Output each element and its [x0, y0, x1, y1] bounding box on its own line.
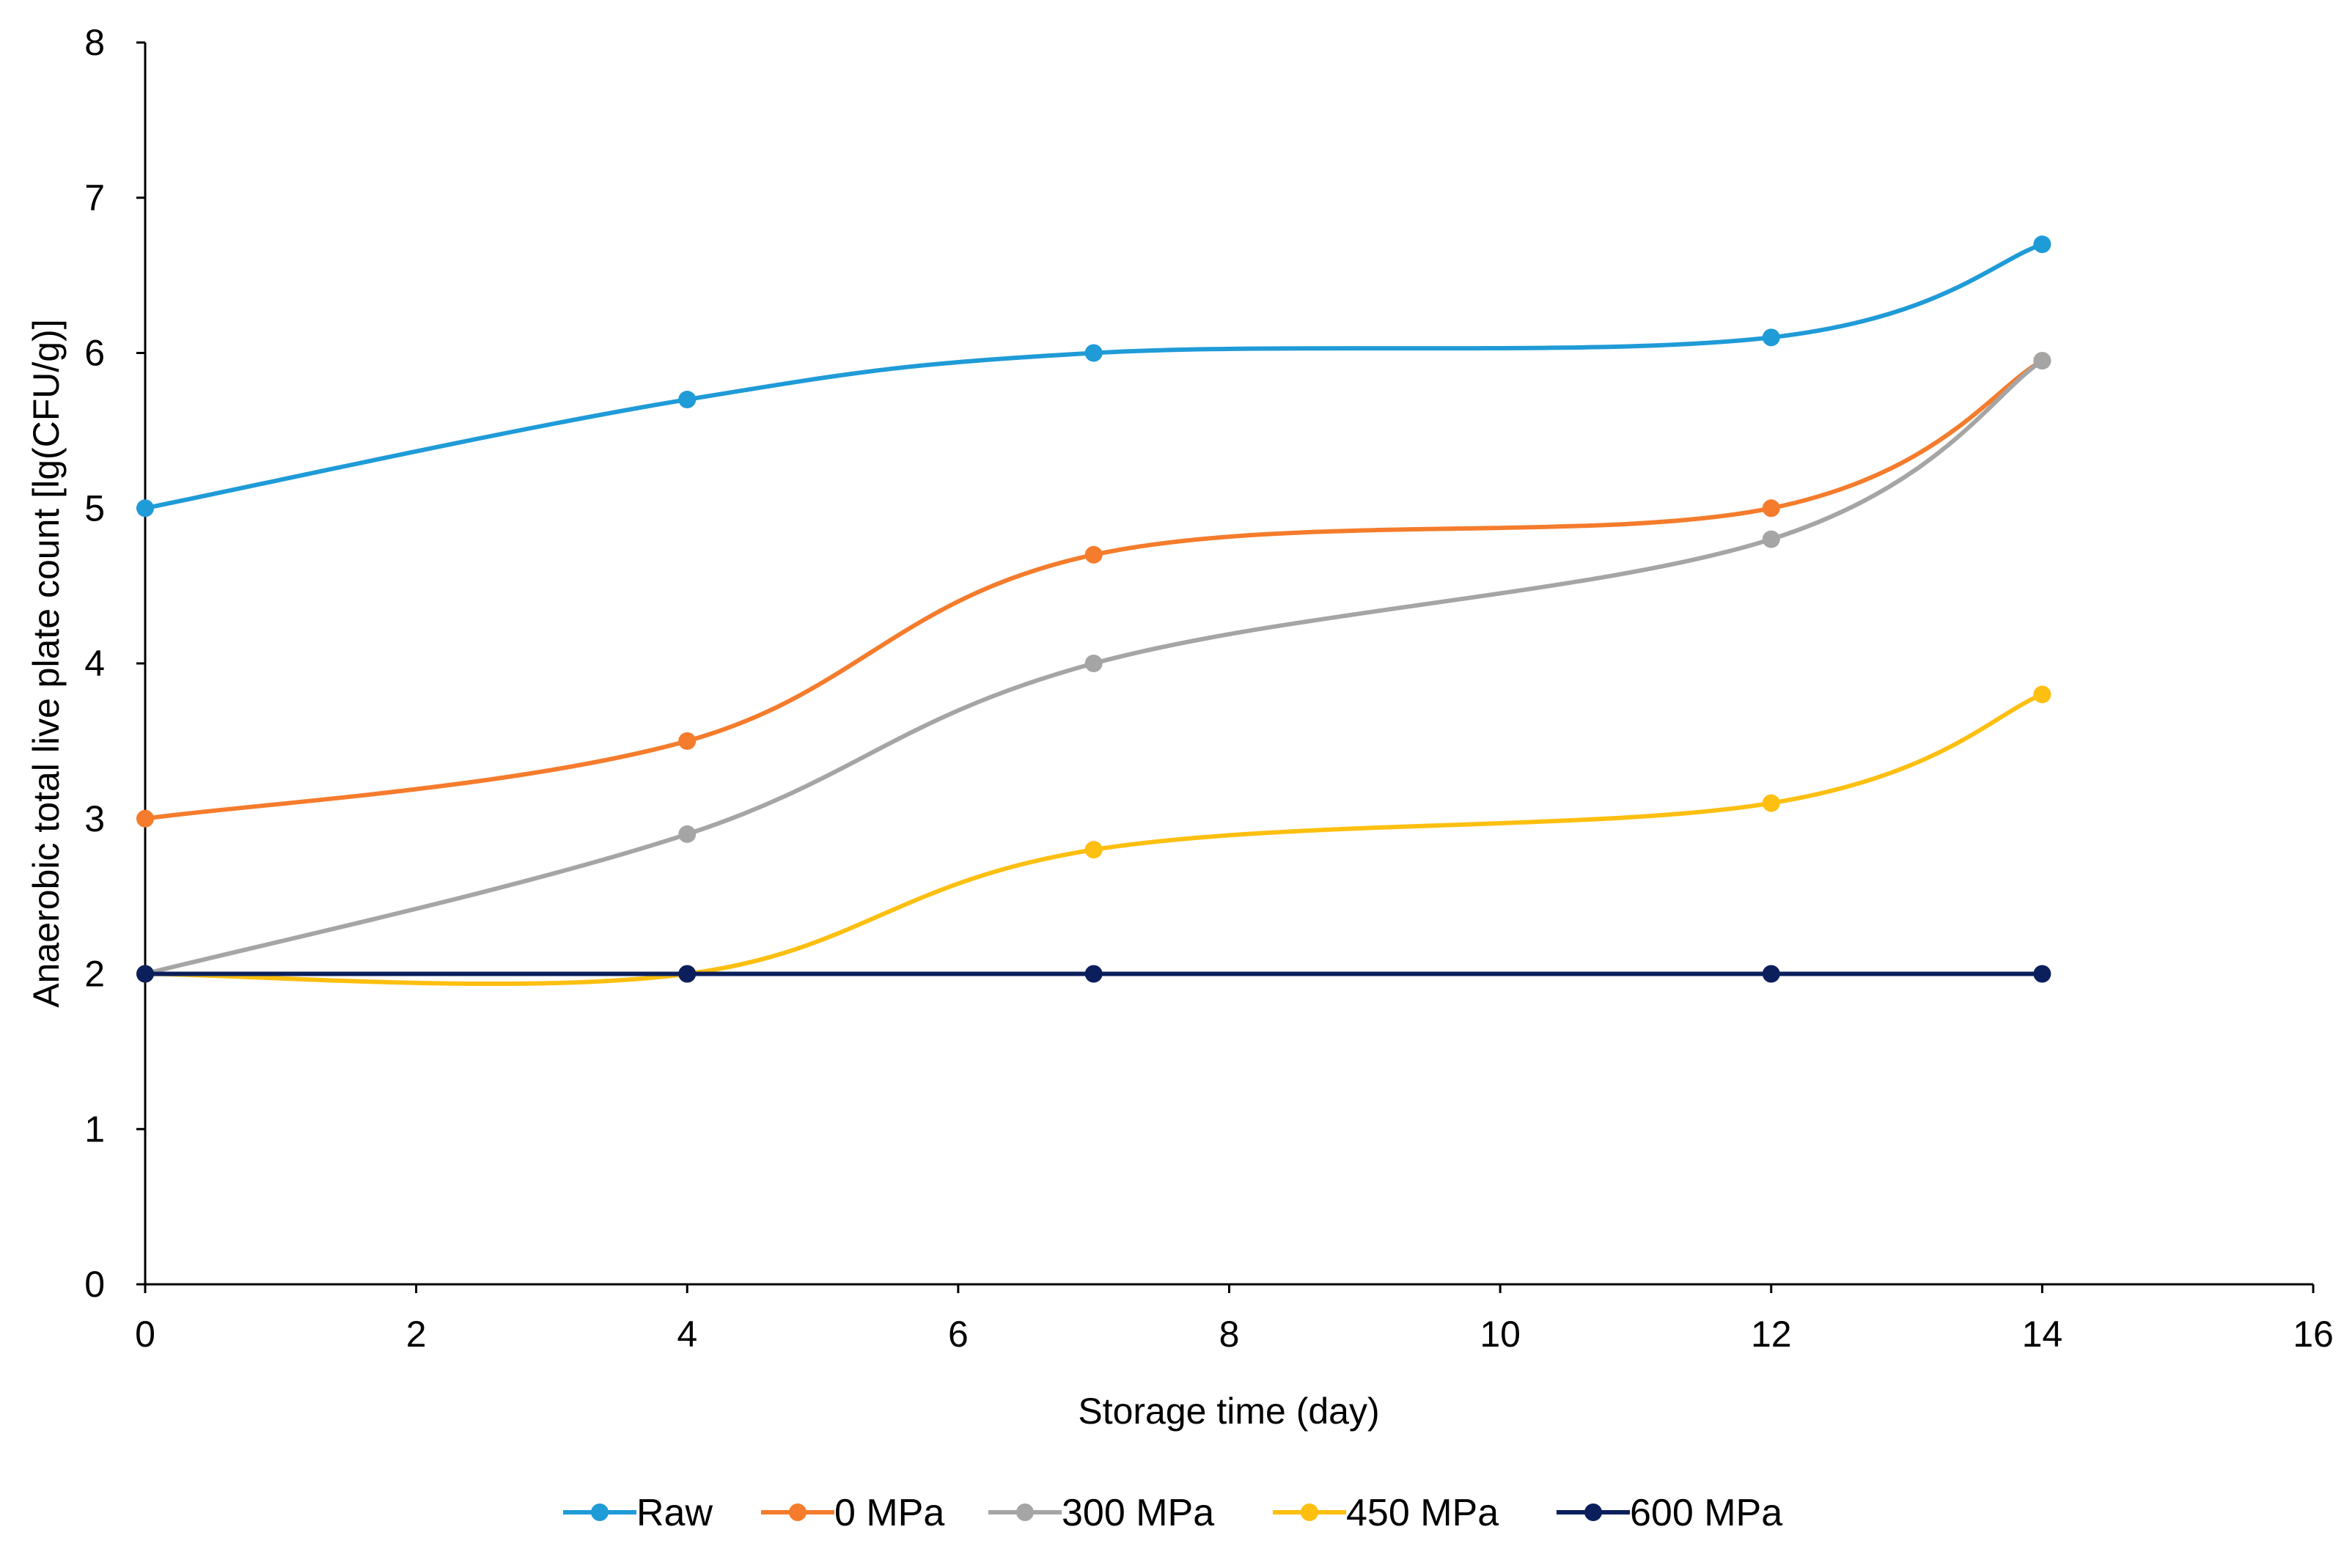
data-point	[136, 965, 154, 983]
data-point	[1084, 965, 1103, 983]
data-point	[678, 965, 697, 983]
series-raw	[136, 235, 2051, 518]
data-point	[2033, 965, 2051, 983]
series-line	[143, 692, 2045, 987]
legend-label: Raw	[636, 1492, 713, 1534]
legend-swatch-marker	[591, 1503, 609, 1521]
data-point	[1762, 499, 1780, 518]
data-point	[1084, 344, 1103, 362]
x-tick-label: 10	[1480, 1314, 1521, 1355]
data-point	[136, 499, 154, 518]
y-tick-label: 2	[84, 954, 105, 995]
data-point	[1762, 328, 1780, 347]
legend: Raw 0 MPa 300 MPa 450 MPa 600 MPa	[563, 1492, 1782, 1534]
legend-label: 600 MPa	[1630, 1492, 1782, 1534]
y-tick-label: 3	[84, 798, 105, 839]
y-axis-title: Anaerobic total live plate count [lg(CFU…	[26, 319, 67, 1007]
legend-item: 300 MPa	[988, 1492, 1214, 1534]
data-point	[1762, 965, 1780, 983]
series-300-mpa	[136, 352, 2051, 983]
x-ticks: 0 2 4 6 8 10 12 14 16	[135, 1284, 2334, 1355]
legend-swatch-marker	[789, 1503, 807, 1521]
data-point	[1084, 841, 1103, 859]
x-tick-label: 2	[406, 1314, 427, 1355]
legend-swatch-marker	[1301, 1503, 1318, 1521]
legend-label: 450 MPa	[1346, 1492, 1499, 1534]
y-tick-label: 8	[84, 22, 105, 63]
y-ticks: 0 1 2 3 4 5 6 7 8	[84, 22, 145, 1305]
x-axis-title: Storage time (day)	[1078, 1391, 1379, 1432]
x-tick-label: 6	[948, 1314, 969, 1355]
data-point	[1762, 530, 1780, 548]
legend-swatch-marker	[1016, 1503, 1034, 1521]
legend-label: 0 MPa	[834, 1492, 944, 1534]
y-tick-label: 1	[84, 1108, 105, 1149]
data-point	[1084, 655, 1103, 672]
x-tick-label: 0	[135, 1314, 155, 1355]
y-tick-label: 6	[84, 333, 105, 374]
y-tick-label: 5	[84, 487, 105, 529]
data-point	[2033, 235, 2051, 254]
x-tick-label: 4	[677, 1314, 697, 1355]
legend-item: 0 MPa	[761, 1492, 944, 1534]
x-tick-label: 8	[1219, 1314, 1240, 1355]
series-group	[136, 235, 2051, 987]
legend-item: 450 MPa	[1273, 1492, 1499, 1534]
data-point	[136, 809, 154, 828]
data-point	[1084, 545, 1103, 564]
data-point	[2033, 352, 2051, 370]
x-tick-label: 14	[2022, 1314, 2063, 1355]
data-point	[2033, 685, 2051, 704]
legend-item: Raw	[563, 1492, 713, 1534]
x-tick-label: 12	[1751, 1314, 1792, 1355]
series-450-mpa	[136, 685, 2051, 987]
x-tick-label: 16	[2293, 1314, 2334, 1355]
legend-item: 600 MPa	[1557, 1492, 1782, 1534]
y-tick-label: 4	[84, 643, 105, 684]
y-tick-label: 0	[84, 1264, 105, 1305]
data-point	[678, 391, 697, 409]
data-point	[678, 732, 697, 750]
y-tick-label: 7	[84, 177, 105, 218]
legend-label: 300 MPa	[1062, 1492, 1214, 1534]
data-point	[1762, 794, 1780, 812]
series-0-mpa	[136, 352, 2051, 828]
legend-swatch-marker	[1584, 1503, 1602, 1521]
series-line	[143, 358, 2045, 821]
series-600-mpa	[136, 965, 2051, 983]
data-point	[678, 825, 697, 843]
series-line	[143, 242, 2045, 511]
